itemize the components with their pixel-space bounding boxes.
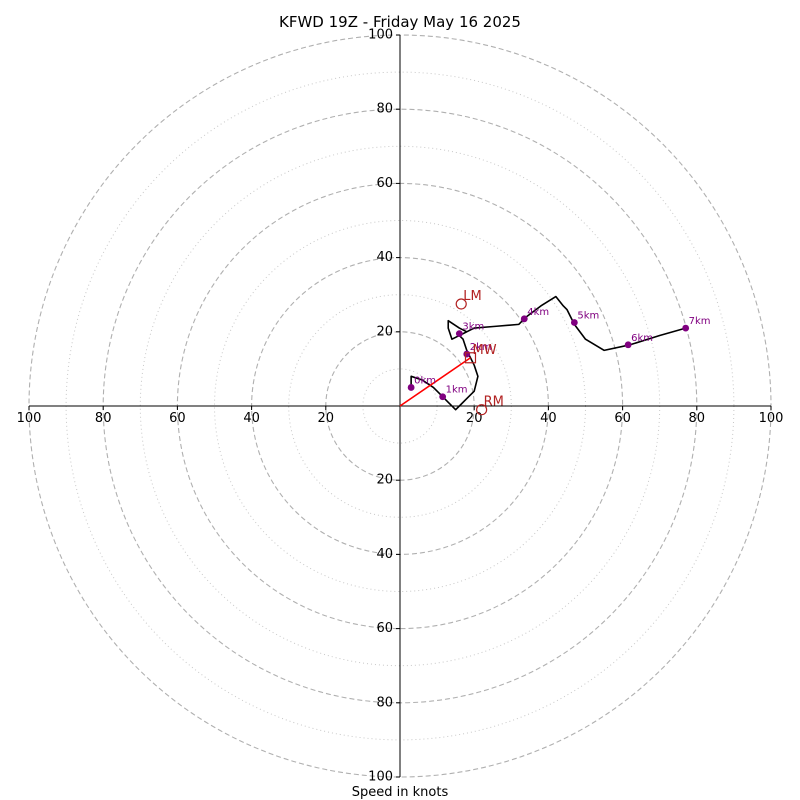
tick-label-pos-x-20: 20 <box>466 411 483 426</box>
tick-label-pos-y-40: 40 <box>376 250 393 265</box>
height-marker-5km <box>570 319 578 326</box>
height-label-1km: 1km <box>446 385 468 396</box>
tick-label-neg-x-80: 80 <box>95 411 112 426</box>
tick-label-neg-y-20: 20 <box>376 473 393 488</box>
height-marker-1km <box>439 393 447 401</box>
tick-label-neg-x-100: 100 <box>17 411 42 426</box>
tick-label-neg-x-60: 60 <box>169 411 186 426</box>
storm-motion-label-lm: LM <box>463 289 481 304</box>
height-marker-0km <box>407 384 415 391</box>
shear-vector-line <box>399 357 471 407</box>
x-axis-label: Speed in knots <box>352 785 449 800</box>
height-marker-3km <box>455 330 463 338</box>
tick-label-pos-y-60: 60 <box>376 176 393 191</box>
tick-label-pos-x-40: 40 <box>540 411 557 426</box>
height-label-6km: 6km <box>631 333 653 344</box>
height-label-5km: 5km <box>577 311 599 322</box>
tick-label-neg-x-20: 20 <box>318 411 335 426</box>
tick-label-pos-x-80: 80 <box>689 411 706 426</box>
storm-motion-marker-rm <box>476 404 488 416</box>
hodograph-series <box>399 295 686 411</box>
storm-motions: LM RM MW <box>455 289 504 416</box>
height-markers: 0km 1km 2km 3km 4km 5km 6km 7km <box>407 307 711 401</box>
height-marker-4km <box>520 315 528 323</box>
height-label-7km: 7km <box>689 316 711 327</box>
tick-label-pos-y-80: 80 <box>376 102 393 117</box>
tick-label-neg-y-80: 80 <box>376 695 393 710</box>
height-label-4km: 4km <box>527 307 549 318</box>
tick-label-neg-y-40: 40 <box>376 547 393 562</box>
tick-label-neg-y-100: 100 <box>368 770 393 785</box>
tick-label-pos-x-100: 100 <box>759 411 784 426</box>
height-label-0km: 0km <box>414 375 436 386</box>
height-label-3km: 3km <box>462 322 484 333</box>
tick-label-pos-x-60: 60 <box>614 411 631 426</box>
storm-motion-label-mw: MW <box>472 343 496 358</box>
tick-label-pos-y-100: 100 <box>368 28 393 43</box>
storm-motion-marker-lm <box>455 298 467 310</box>
chart-title: KFWD 19Z - Friday May 16 2025 <box>279 13 521 31</box>
storm-motion-marker-mw <box>464 352 477 364</box>
height-marker-6km <box>624 341 632 349</box>
tick-label-pos-y-20: 20 <box>376 324 393 339</box>
tick-label-neg-y-60: 60 <box>376 621 393 636</box>
height-label-2km: 2km <box>470 342 492 353</box>
height-marker-7km <box>682 324 690 332</box>
tick-labels: 20 20 20 20 40 40 40 40 60 60 60 60 80 80 80 80 100 100 10… <box>17 28 784 785</box>
tick-label-neg-x-40: 40 <box>243 411 260 426</box>
storm-motion-label-rm: RM <box>484 395 504 410</box>
hodograph-line-0 <box>410 295 686 411</box>
